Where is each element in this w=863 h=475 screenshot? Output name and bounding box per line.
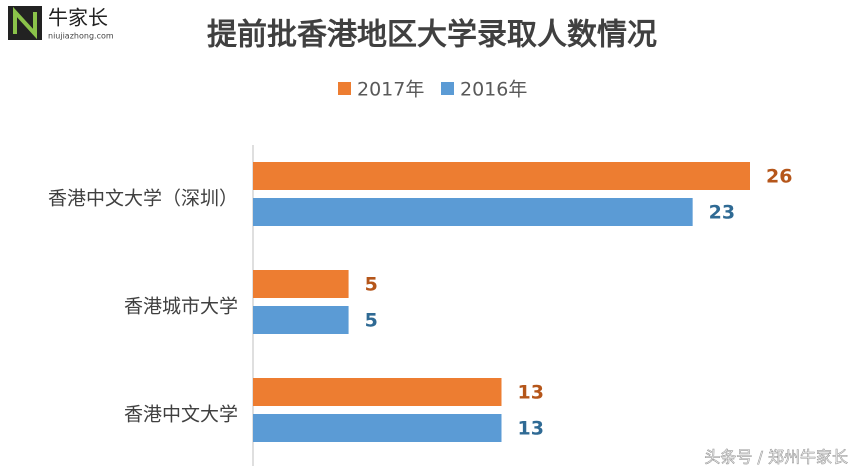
bar	[253, 270, 349, 298]
bar	[253, 162, 750, 190]
value-label: 26	[766, 166, 792, 188]
legend-swatch	[338, 82, 351, 95]
value-label: 5	[365, 310, 378, 332]
logo: 牛家长 niujiazhong.com	[8, 6, 114, 41]
value-label: 23	[709, 202, 735, 224]
bar	[253, 306, 349, 334]
logo-name: 牛家长	[48, 6, 108, 30]
y-tick-label: 香港城市大学	[124, 296, 238, 318]
bar	[253, 198, 693, 226]
bar	[253, 378, 502, 406]
value-label: 13	[518, 418, 544, 440]
y-tick-label: 香港中文大学	[124, 404, 238, 426]
legend-label: 2016年	[460, 79, 527, 101]
legend-swatch	[441, 82, 454, 95]
legend-label: 2017年	[357, 79, 424, 101]
y-tick-label: 香港中文大学（深圳）	[48, 188, 238, 210]
watermark: 头条号 / 郑州牛家长	[704, 448, 848, 467]
logo-n	[13, 6, 37, 40]
bar	[253, 414, 502, 442]
chart-title: 提前批香港地区大学录取人数情况	[207, 18, 657, 53]
logo-url: niujiazhong.com	[48, 32, 114, 41]
value-label: 5	[365, 274, 378, 296]
value-label: 13	[518, 382, 544, 404]
